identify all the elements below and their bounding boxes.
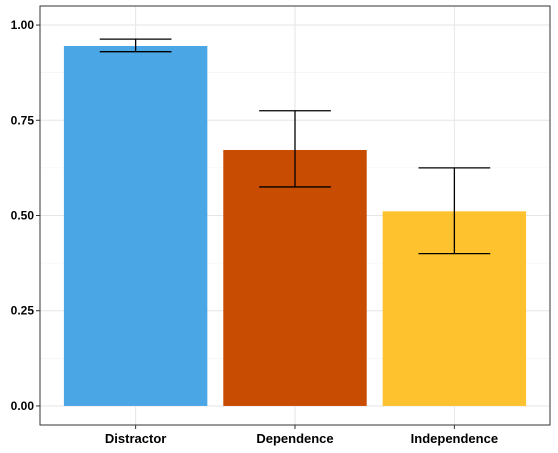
y-tick-label: 0.50 bbox=[11, 209, 35, 223]
error-bars bbox=[99, 38, 491, 255]
bar-distractor bbox=[63, 45, 208, 406]
y-axis: 0.00 0.25 0.50 0.75 1.00 bbox=[11, 18, 40, 413]
x-tick-label: Dependence bbox=[256, 431, 333, 446]
bar-dependence bbox=[223, 149, 367, 406]
error-bar-dependence bbox=[259, 110, 331, 188]
x-tick-label: Independence bbox=[411, 431, 498, 446]
x-tick-label: Distractor bbox=[105, 431, 166, 446]
error-bar-distractor bbox=[99, 38, 172, 53]
y-tick-label: 1.00 bbox=[11, 18, 35, 32]
x-axis: Distractor Dependence Independence bbox=[105, 425, 498, 446]
error-bar-independence bbox=[418, 167, 491, 255]
bars bbox=[63, 45, 527, 406]
y-tick-label: 0.00 bbox=[11, 399, 35, 413]
y-tick-label: 0.75 bbox=[11, 113, 35, 127]
y-tick-label: 0.25 bbox=[11, 304, 35, 318]
